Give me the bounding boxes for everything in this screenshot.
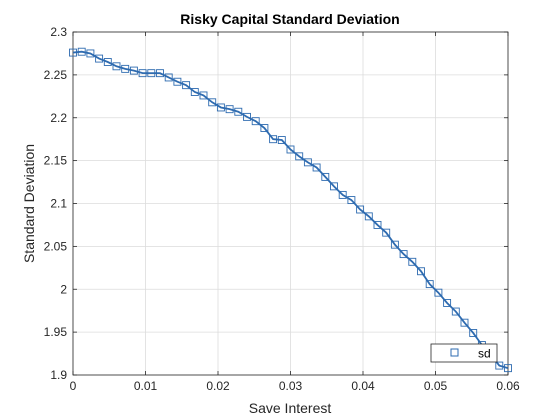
data-point-marker [495, 361, 504, 370]
data-point-marker [77, 47, 86, 56]
data-point-marker [156, 69, 164, 78]
y-tick-label: 2.1 [50, 197, 67, 211]
data-point-marker [190, 88, 199, 96]
y-axis-label: Standard Deviation [21, 144, 37, 263]
y-tick-label: 2.3 [50, 25, 67, 39]
data-point-marker [260, 124, 269, 132]
x-tick-label: 0.06 [496, 379, 520, 393]
legend: sd [430, 343, 498, 363]
data-point-marker [103, 58, 112, 66]
data-point-marker [425, 280, 434, 289]
data-point-marker [173, 77, 182, 86]
data-point-marker [225, 105, 234, 114]
data-point-marker [164, 73, 173, 82]
data-point-marker [147, 69, 156, 78]
data-point-marker [451, 307, 460, 316]
y-tick-label: 1.95 [44, 325, 68, 339]
data-point-marker [286, 145, 295, 154]
data-point-marker [399, 250, 408, 259]
x-tick-label: 0.02 [206, 379, 230, 393]
series-layer [69, 47, 512, 373]
data-point-marker [434, 288, 443, 297]
data-point-marker [330, 182, 338, 191]
data-point-marker [138, 69, 147, 78]
data-point-marker [356, 205, 365, 214]
data-point-marker [295, 152, 304, 161]
legend-box [430, 343, 498, 363]
data-point-marker [417, 267, 425, 276]
data-point-marker [95, 54, 104, 63]
x-tick-label: 0.03 [279, 379, 303, 393]
data-point-marker [121, 64, 130, 73]
data-point-marker [443, 299, 452, 307]
y-tick-label: 2.15 [44, 154, 68, 168]
chart-title: Risky Capital Standard Deviation [180, 11, 399, 27]
data-point-marker [364, 212, 373, 221]
data-point-marker [234, 107, 243, 116]
data-point-marker [251, 117, 260, 126]
data-point-marker [504, 364, 512, 373]
data-point-marker [303, 158, 312, 167]
data-point-marker [182, 81, 191, 90]
data-point-marker [208, 98, 217, 107]
data-point-marker [312, 163, 321, 172]
y-tick-label: 2.05 [44, 239, 68, 253]
data-point-marker [277, 136, 286, 144]
y-tick-label: 1.9 [50, 368, 67, 382]
data-point-marker [112, 62, 121, 71]
data-point-marker [269, 135, 278, 144]
x-tick-label: 0.04 [351, 379, 375, 393]
data-point-marker [199, 91, 208, 100]
x-tick-labels: 0 0.01 0.02 0.03 0.04 0.05 0.06 [70, 379, 520, 393]
data-point-marker [69, 48, 77, 57]
data-point-marker [408, 257, 417, 266]
data-point-marker [382, 228, 391, 237]
axes [72, 31, 509, 376]
legend-label-sd: sd [478, 347, 491, 361]
data-point-marker [338, 190, 347, 199]
data-point-marker [347, 196, 356, 205]
data-point-marker [321, 172, 330, 181]
x-axis-label: Save Interest [249, 400, 332, 416]
y-tick-label: 2 [60, 282, 67, 296]
data-point-marker [373, 220, 382, 229]
y-tick-labels: 1.9 1.95 2 2.05 2.1 2.15 2.2 2.25 2.3 [44, 25, 68, 382]
x-tick-label: 0 [70, 379, 77, 393]
y-tick-label: 2.25 [44, 68, 68, 82]
x-tick-label: 0.01 [134, 379, 158, 393]
legend-marker-icon [450, 348, 459, 357]
data-point-marker [86, 49, 95, 58]
data-point-marker [243, 112, 251, 121]
data-point-marker [460, 318, 469, 327]
y-tick-label: 2.2 [50, 111, 67, 125]
series-line-sd [72, 50, 509, 370]
data-point-marker [390, 240, 399, 249]
data-point-marker [129, 66, 138, 75]
data-point-marker [216, 103, 225, 112]
x-tick-label: 0.05 [424, 379, 448, 393]
data-point-marker [469, 329, 478, 337]
